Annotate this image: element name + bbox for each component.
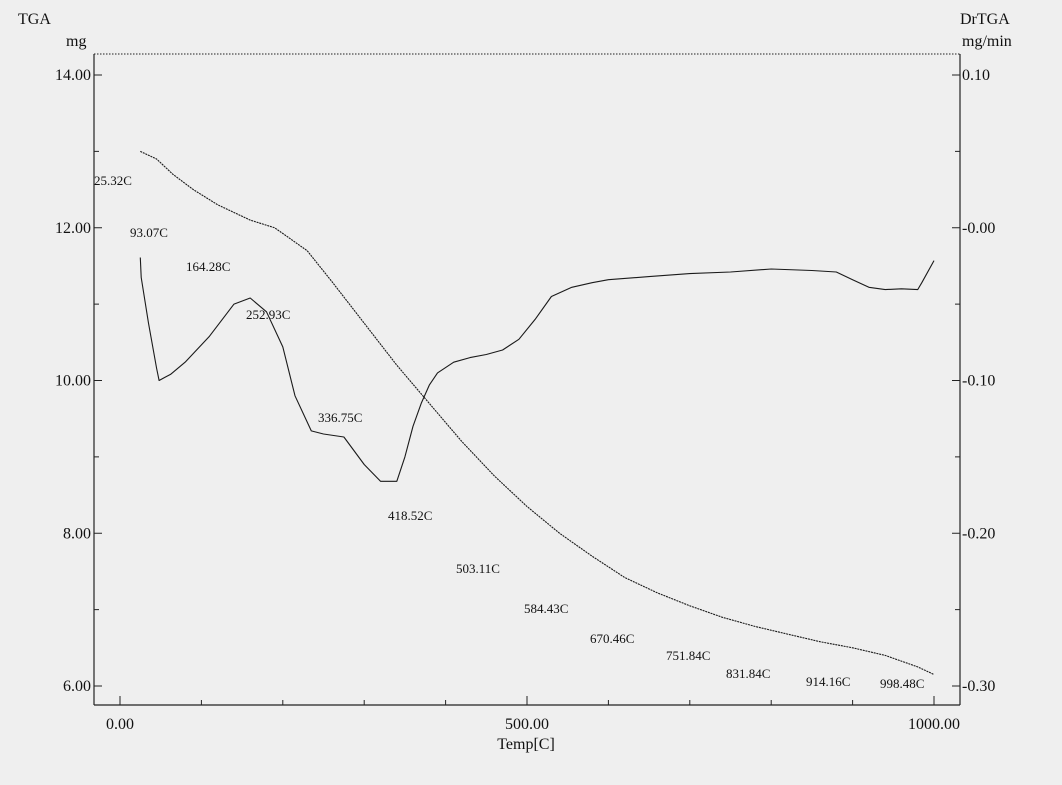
annotation-label: 670.46C xyxy=(590,631,634,646)
tga-series-line xyxy=(140,150,935,675)
x-tick-label: 1000.00 xyxy=(908,716,960,733)
annotation-label: 252.93C xyxy=(246,307,290,322)
annotation-label: 93.07C xyxy=(130,225,168,240)
right-axis-unit: mg/min xyxy=(962,33,1012,50)
left-axis-title: TGA xyxy=(18,11,51,28)
right-tick-label: -0.20 xyxy=(962,525,995,542)
annotation-label: 503.11C xyxy=(456,561,500,576)
x-axis-label: Temp[C] xyxy=(497,736,555,753)
left-tick-label: 8.00 xyxy=(63,525,91,542)
left-tick-label: 10.00 xyxy=(55,373,91,390)
left-axis-unit: mg xyxy=(66,33,86,50)
annotation-label: 751.84C xyxy=(666,648,710,663)
right-tick-label: 0.10 xyxy=(962,67,990,84)
series-layer xyxy=(139,150,935,675)
annotation-label: 998.48C xyxy=(880,676,924,691)
left-tick-label: 12.00 xyxy=(55,220,91,237)
annotation-label: 914.16C xyxy=(806,674,850,689)
drtga-series-line xyxy=(139,257,935,482)
x-tick-label: 500.00 xyxy=(505,716,549,733)
right-tick-label: -0.10 xyxy=(962,373,995,390)
right-tick-label: -0.00 xyxy=(962,220,995,237)
annotation-label: 336.75C xyxy=(318,410,362,425)
annotation-label: 164.28C xyxy=(186,259,230,274)
right-axis-title: DrTGA xyxy=(960,11,1010,28)
left-tick-label: 14.00 xyxy=(55,67,91,84)
left-tick-label: 6.00 xyxy=(63,678,91,695)
annotation-label: 831.84C xyxy=(726,666,770,681)
annotation-label: 584.43C xyxy=(524,601,568,616)
right-tick-label: -0.30 xyxy=(962,678,995,695)
x-tick-label: 0.00 xyxy=(106,716,134,733)
annotation-label: 418.52C xyxy=(388,508,432,523)
annotation-label: 25.32C xyxy=(94,173,132,188)
ticks-layer: 14.00 12.00 10.00 8.00 6.00 0.10 -0.00 -0.10 -0.… xyxy=(55,67,995,733)
